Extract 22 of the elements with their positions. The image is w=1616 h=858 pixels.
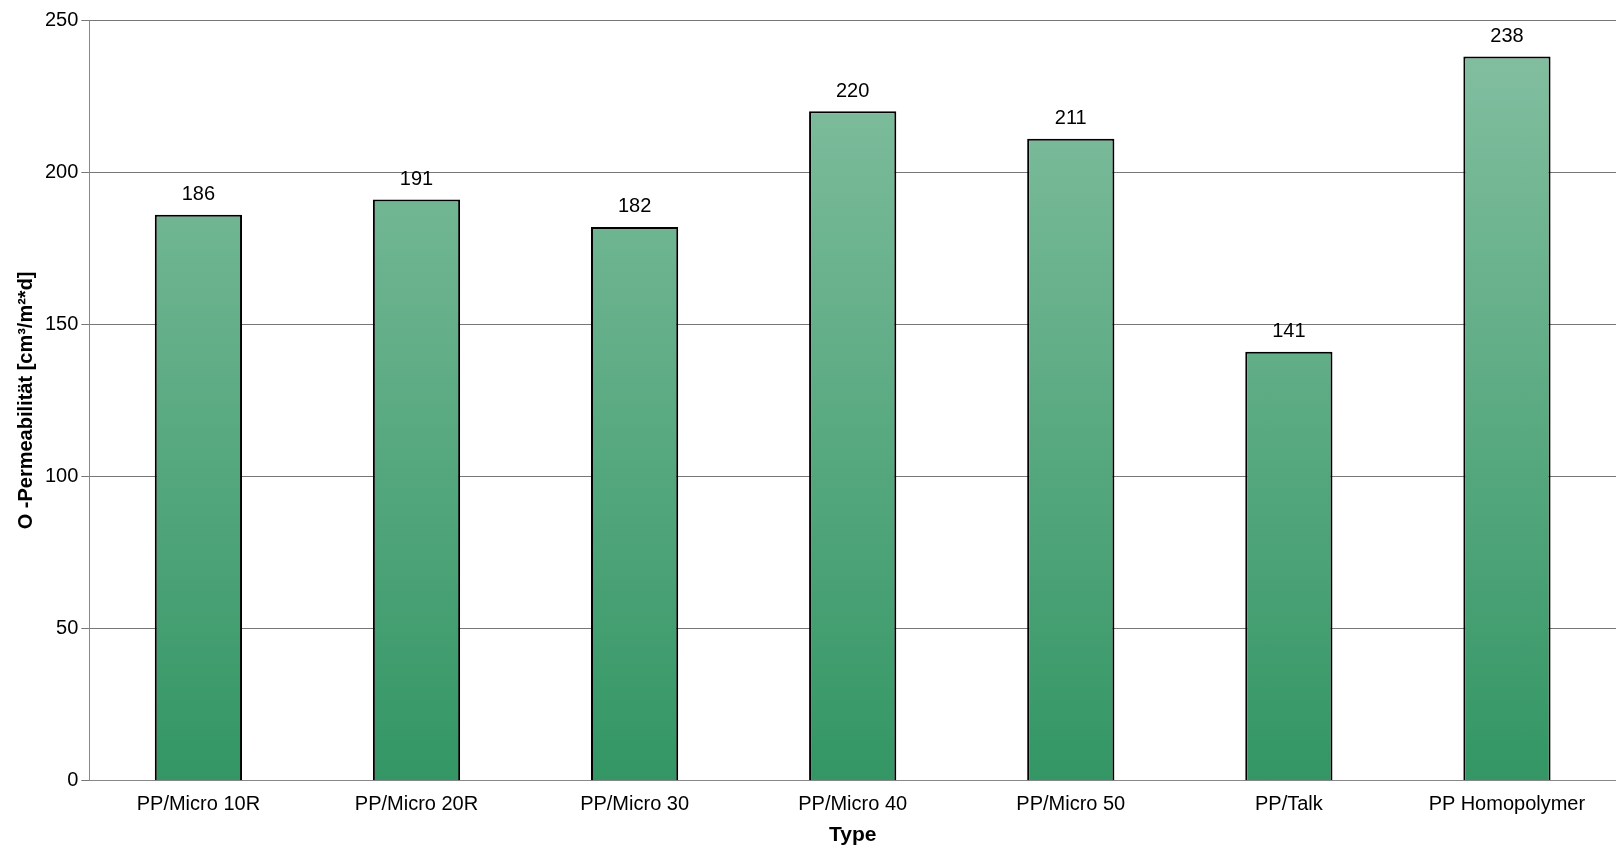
y-tick-label: 250 (44, 7, 79, 30)
data-label: 211 (1054, 106, 1087, 129)
x-tick-label: PP/Micro 10R (136, 792, 261, 815)
y-tick-label: 50 (56, 616, 79, 639)
y-axis-title: O -Permeabilität [cm³/m²*d] (13, 271, 36, 530)
x-tick-label: PP/Micro 30 (580, 792, 690, 815)
y-tick-label: 200 (44, 159, 79, 182)
y-tick-label: 0 (67, 768, 79, 791)
data-label: 191 (399, 167, 434, 190)
data-label: 220 (836, 78, 870, 101)
x-tick-label: PP/Micro 50 (1016, 792, 1126, 815)
data-label: 238 (1490, 24, 1524, 47)
x-tick-label: PP Homopolymer (1428, 792, 1586, 815)
data-label: 141 (1272, 319, 1306, 342)
x-tick-label: PP/Micro 20R (354, 792, 479, 815)
data-label: 182 (617, 194, 652, 217)
x-axis-title: Type (828, 822, 877, 846)
x-tick-label: PP/Talk (1254, 792, 1324, 815)
y-tick-label: 150 (44, 311, 79, 334)
data-label: 186 (181, 182, 216, 205)
x-tick-label: PP/Micro 40 (798, 792, 908, 815)
y-tick-label: 100 (44, 464, 79, 486)
